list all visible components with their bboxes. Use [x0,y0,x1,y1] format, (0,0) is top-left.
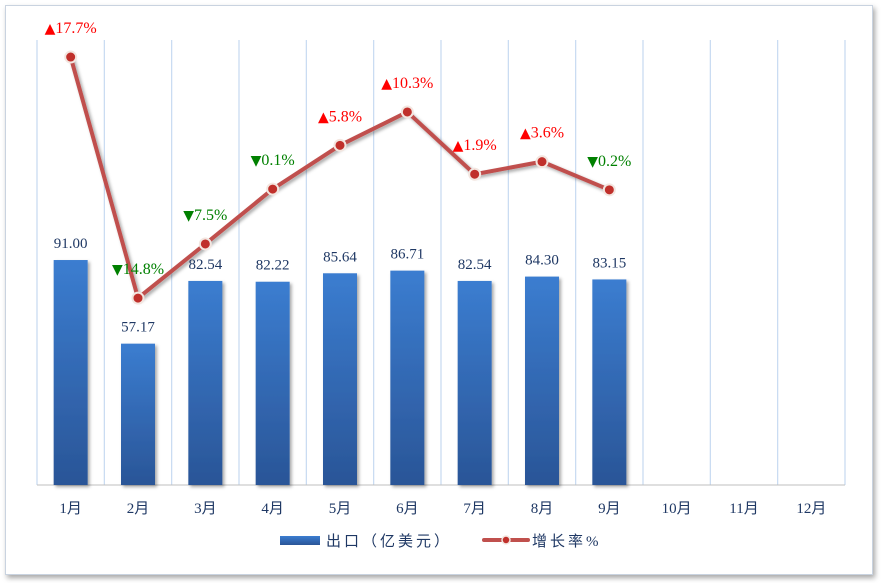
x-tick-label: 8月 [531,501,554,517]
growth-rate-label: ▲3.6% [520,125,564,142]
growth-rate-label: ▼0.2% [587,153,631,170]
bar [457,280,492,485]
bar [121,343,155,485]
legend-bar-swatch [280,536,320,545]
x-tick-label: 5月 [329,501,352,517]
x-tick-label: 3月 [194,501,217,517]
bar [525,276,559,485]
bar [323,273,357,485]
growth-rate-label: ▼0.1% [251,152,295,169]
x-tick-label: 12月 [796,501,826,517]
growth-rate-label: ▼7.5% [183,207,227,224]
bar [592,279,627,485]
growth-rate-label: ▲1.9% [453,137,497,154]
growth-rate-point [602,183,616,197]
growth-rate-point [64,50,78,64]
x-tick-label: 7月 [463,501,486,517]
growth-rate-point [333,138,347,152]
bar [53,260,88,485]
bar-value-label: 85.64 [323,249,357,265]
growth-rate-point [266,182,280,196]
growth-rate-point [468,167,482,181]
growth-rate-label: ▲17.7% [45,20,97,37]
growth-rate-label: ▲5.8% [318,108,362,125]
x-tick-label: 10月 [662,501,692,517]
legend-bar-label: 出口（亿美元） [326,533,452,550]
bar-value-label: 84.30 [525,253,559,269]
bar-value-label: 82.22 [256,258,290,274]
bar [188,280,223,485]
bar-value-label: 83.15 [592,255,626,271]
x-tick-label: 9月 [598,501,621,517]
bar-value-label: 57.17 [121,320,155,336]
bar-value-label: 86.71 [390,247,424,263]
growth-rate-point [400,105,414,119]
bar [255,281,290,485]
legend-line-marker [501,535,511,545]
x-tick-label: 2月 [127,501,150,517]
legend-line-label: 增长率% [532,533,602,550]
growth-rate-point [198,237,212,251]
bar-value-label: 82.54 [188,257,222,273]
bar [390,270,425,485]
x-tick-label: 4月 [261,501,284,517]
x-tick-label: 11月 [729,501,758,517]
x-tick-label: 1月 [59,501,82,517]
growth-rate-label: ▼14.8% [112,261,164,278]
bar-value-label: 91.00 [54,236,88,252]
bar-value-label: 82.54 [458,257,492,273]
growth-rate-label: ▲10.3% [381,75,433,92]
growth-rate-point [131,291,145,305]
growth-rate-point [535,155,549,169]
x-tick-label: 6月 [396,501,419,517]
